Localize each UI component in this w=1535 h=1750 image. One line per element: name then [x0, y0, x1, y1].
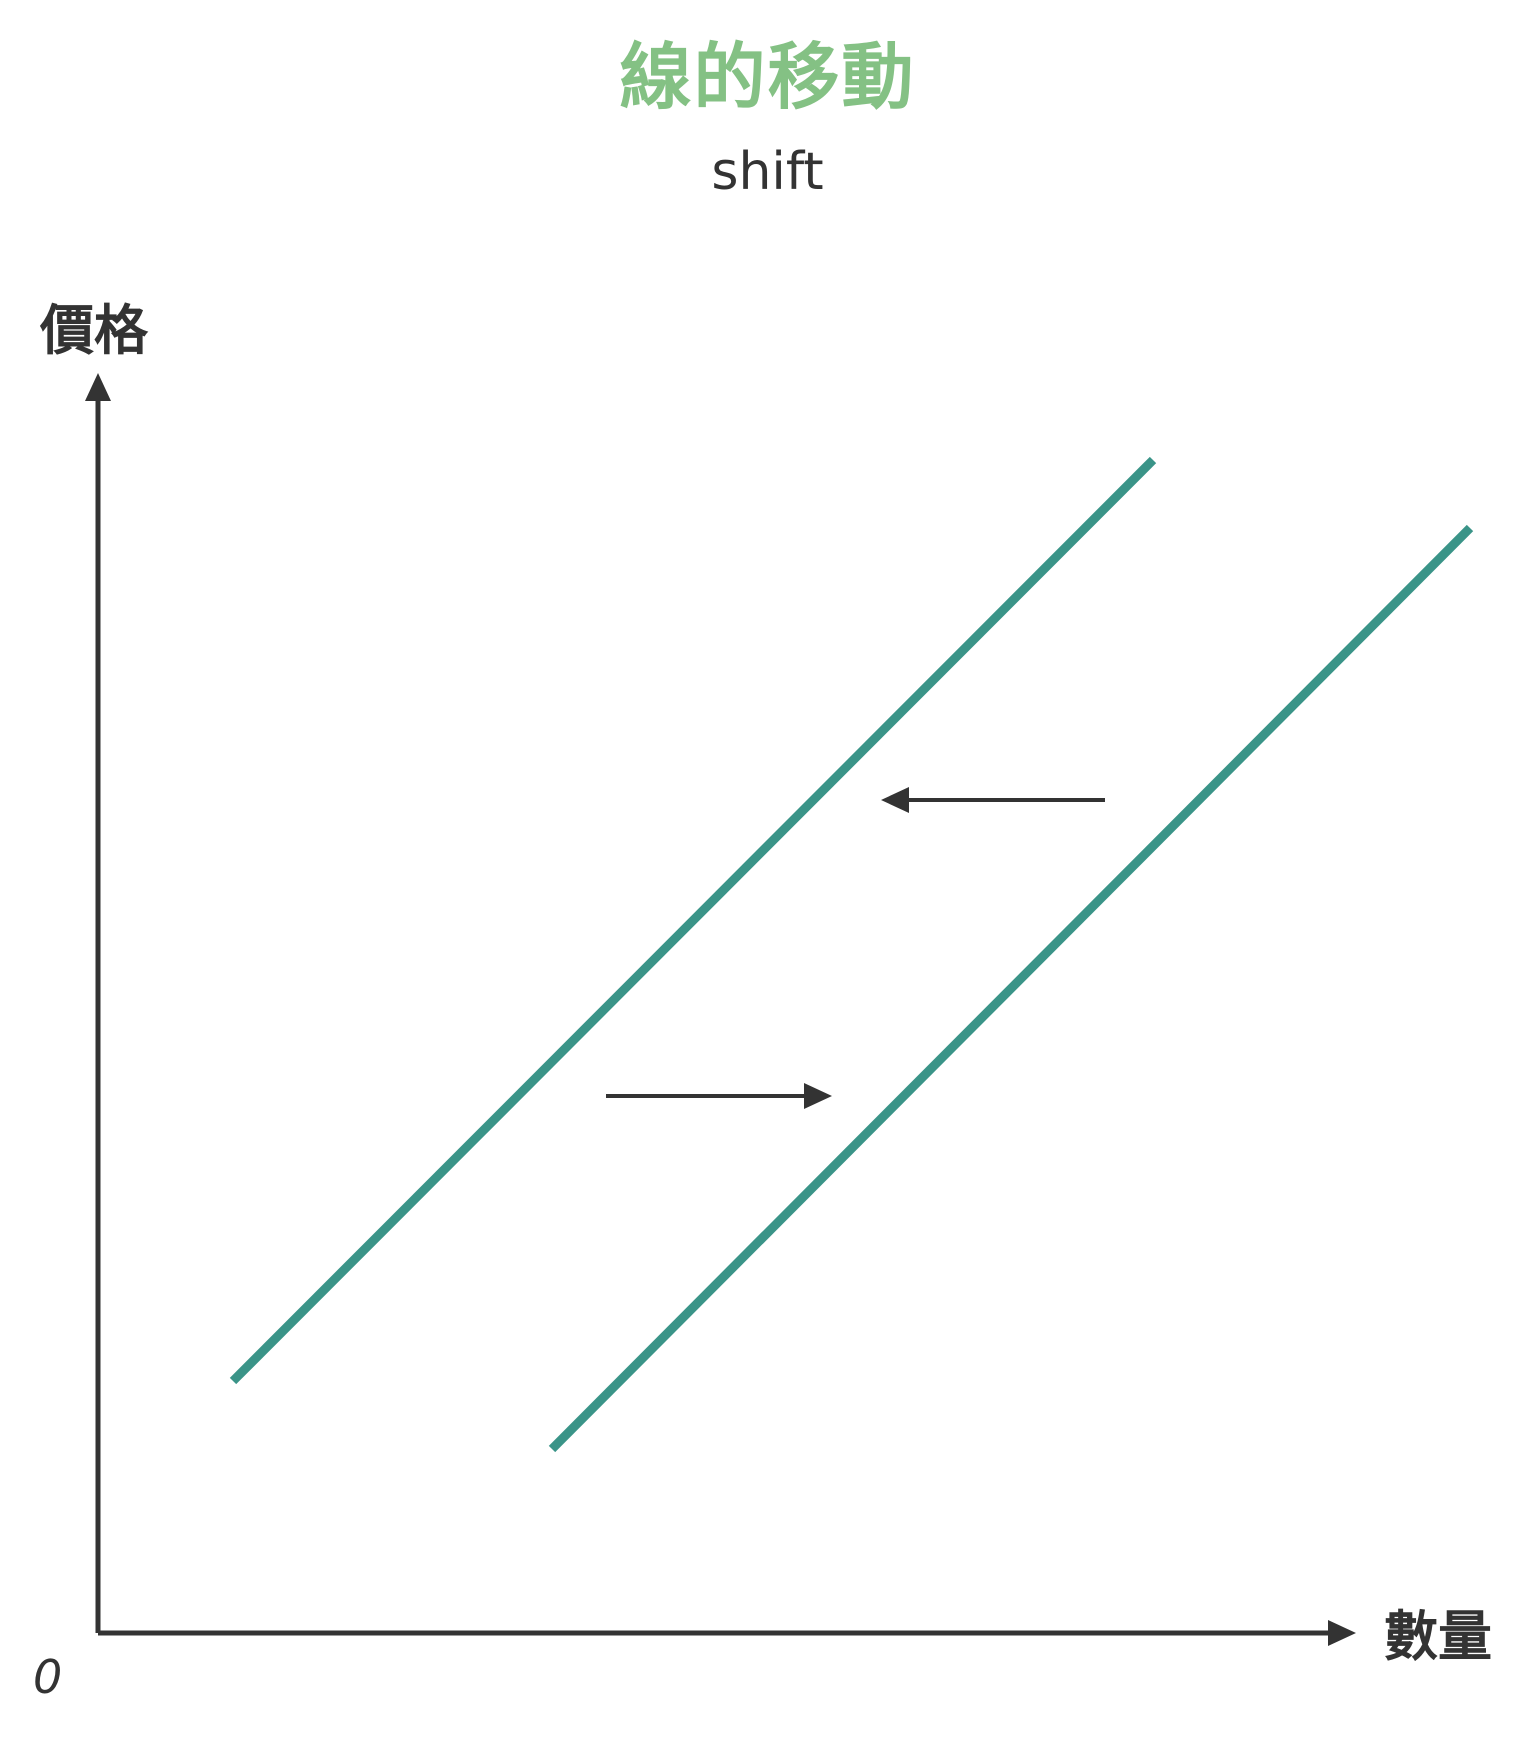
x-axis-label: 數量 — [1384, 1605, 1492, 1668]
shifted-line — [548, 524, 1474, 1453]
y-axis-label: 價格 — [40, 299, 148, 362]
shift-right-arrowhead — [804, 1083, 832, 1109]
origin-label: 0 — [33, 1650, 63, 1704]
y-axis-arrowhead — [85, 373, 111, 401]
diagram-subtitle: shift — [711, 142, 824, 202]
shift-left-arrowhead — [881, 787, 909, 813]
original-line — [229, 456, 1157, 1385]
diagram-title: 線的移動 — [619, 35, 916, 119]
x-axis-arrowhead — [1328, 1620, 1356, 1646]
